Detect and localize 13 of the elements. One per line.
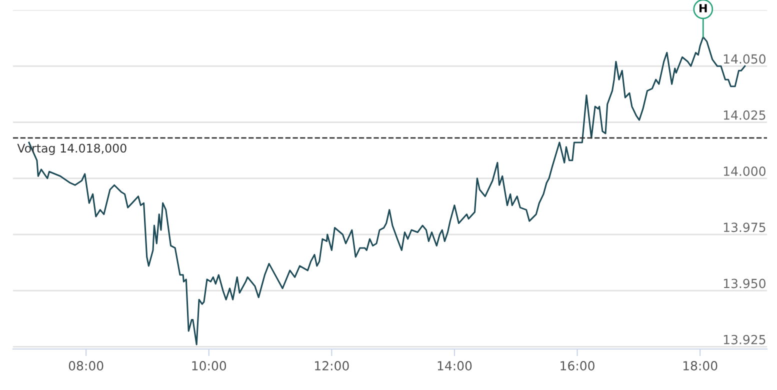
x-tick-label: 16:00 xyxy=(560,361,594,370)
y-tick-label: 13.950 xyxy=(724,278,766,288)
y-tick-label: 14.000 xyxy=(724,166,766,176)
y-tick-label: 13.975 xyxy=(724,222,766,232)
x-tick-label: 18:00 xyxy=(683,361,718,370)
x-tick-label: 08:00 xyxy=(68,361,104,370)
y-tick-label: 13.925 xyxy=(724,334,766,344)
y-tick-label: 14.050 xyxy=(724,54,766,64)
annotation: H xyxy=(700,4,707,12)
x-tick-label: 14:00 xyxy=(438,361,472,370)
x-tick-label: 12:00 xyxy=(315,361,349,370)
x-tick-label: 10:00 xyxy=(192,361,226,370)
y-tick-label: 14.025 xyxy=(724,110,766,120)
